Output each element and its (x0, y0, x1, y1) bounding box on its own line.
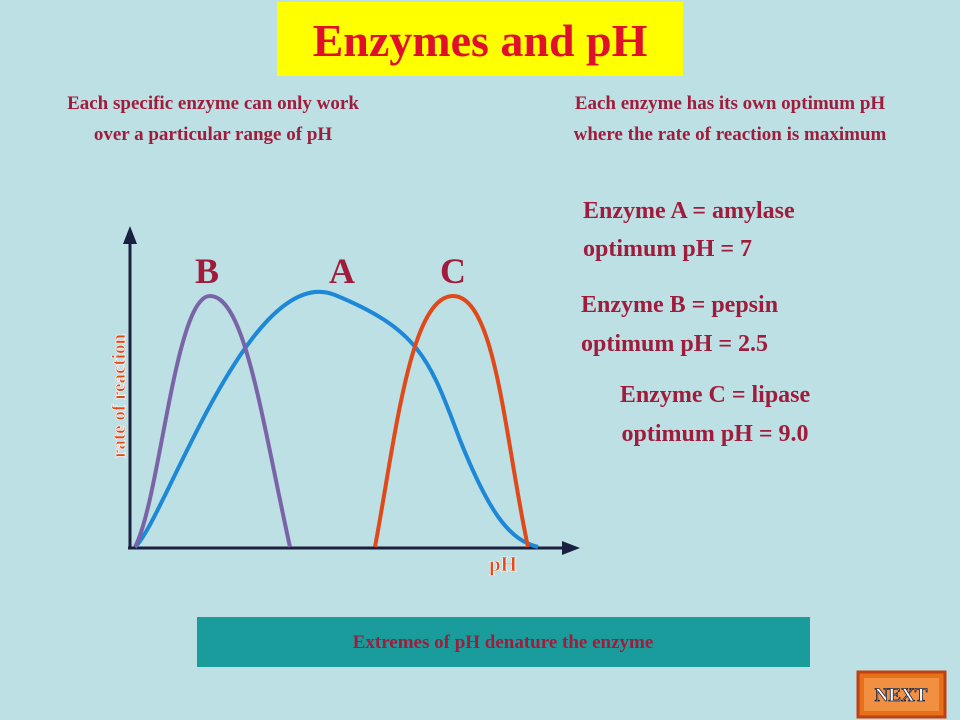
y-arrow (123, 226, 137, 244)
curve-c (373, 293, 530, 548)
footer-box (197, 617, 810, 667)
next-button-label[interactable]: NEXT (874, 685, 928, 707)
enzyme-line: optimum pH = 2.5 (581, 331, 768, 357)
curve-label: A (329, 251, 355, 291)
note-line: Each specific enzyme can only work (67, 93, 359, 114)
note-line: over a particular range of pH (94, 124, 333, 145)
x-axis-label: pH (489, 552, 517, 576)
curve-b (133, 293, 292, 548)
footer-text: Extremes of pH denature the enzyme (353, 632, 654, 653)
title: Enzymes and pH (313, 15, 648, 66)
enzyme-line: Enzyme B = pepsin (581, 292, 778, 318)
next-button-face[interactable] (864, 678, 939, 711)
enzyme-line: Enzyme C = lipase (620, 382, 811, 408)
x-arrow (562, 541, 580, 555)
note-line: Each enzyme has its own optimum pH (575, 93, 886, 114)
next-button[interactable]: NEXT (856, 670, 947, 719)
title-box (277, 2, 683, 76)
y-axis-label: rate of reaction (109, 333, 130, 458)
enzyme-line: optimum pH = 9.0 (621, 421, 808, 447)
curve-a (133, 289, 539, 549)
note-line: where the rate of reaction is maximum (574, 124, 887, 145)
curve-label: B (195, 251, 219, 291)
enzyme-line: Enzyme A = amylase (583, 198, 795, 224)
enzyme-line: optimum pH = 7 (583, 236, 752, 262)
curve-label: C (440, 251, 466, 291)
